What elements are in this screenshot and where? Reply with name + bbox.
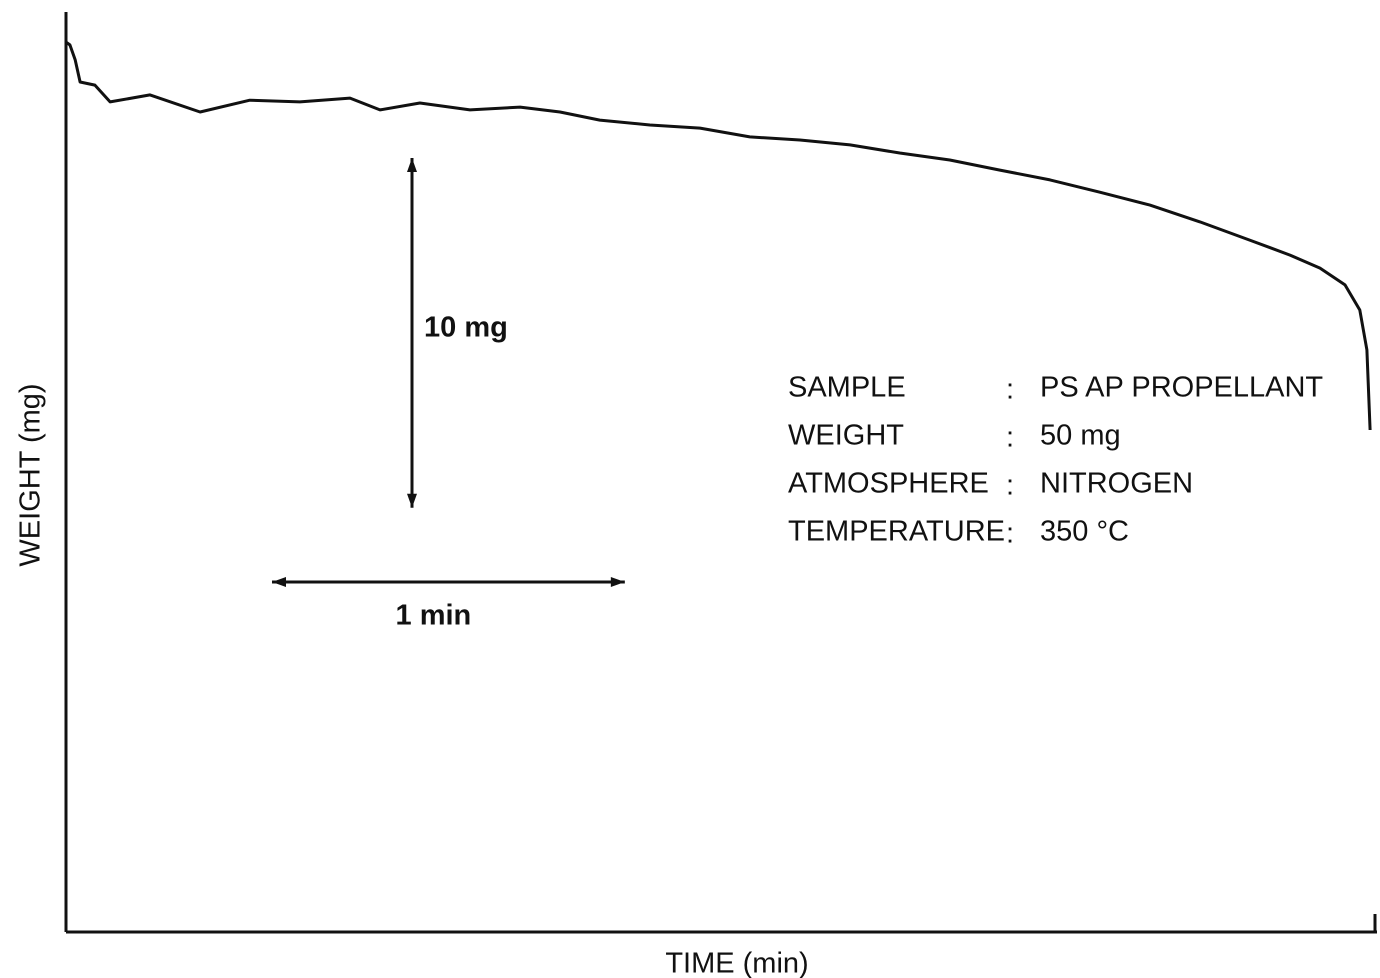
scale-bar-label: 10 mg (424, 312, 508, 344)
info-value: NITROGEN (1040, 468, 1193, 500)
info-value: 50 mg (1040, 420, 1121, 452)
info-value: PS AP PROPELLANT (1040, 372, 1323, 404)
arrow-head (407, 158, 417, 172)
info-colon: : (1006, 518, 1014, 550)
y-axis-label: WEIGHT (mg) (15, 383, 47, 566)
info-key: ATMOSPHERE (788, 468, 989, 500)
info-key: WEIGHT (788, 420, 904, 452)
arrow-head (272, 577, 286, 587)
info-colon: : (1006, 422, 1014, 454)
scale-bar (272, 577, 625, 587)
info-colon: : (1006, 374, 1014, 406)
scale-bar (407, 158, 417, 508)
info-colon: : (1006, 470, 1014, 502)
info-key: SAMPLE (788, 372, 906, 404)
info-key: TEMPERATURE (788, 516, 1005, 548)
scale-bar-label: 1 min (396, 600, 472, 632)
info-value: 350 °C (1040, 516, 1129, 548)
data-line (65, 40, 1372, 431)
x-axis-label: TIME (min) (665, 948, 808, 978)
arrow-head (610, 577, 625, 587)
arrow-head (407, 493, 417, 508)
